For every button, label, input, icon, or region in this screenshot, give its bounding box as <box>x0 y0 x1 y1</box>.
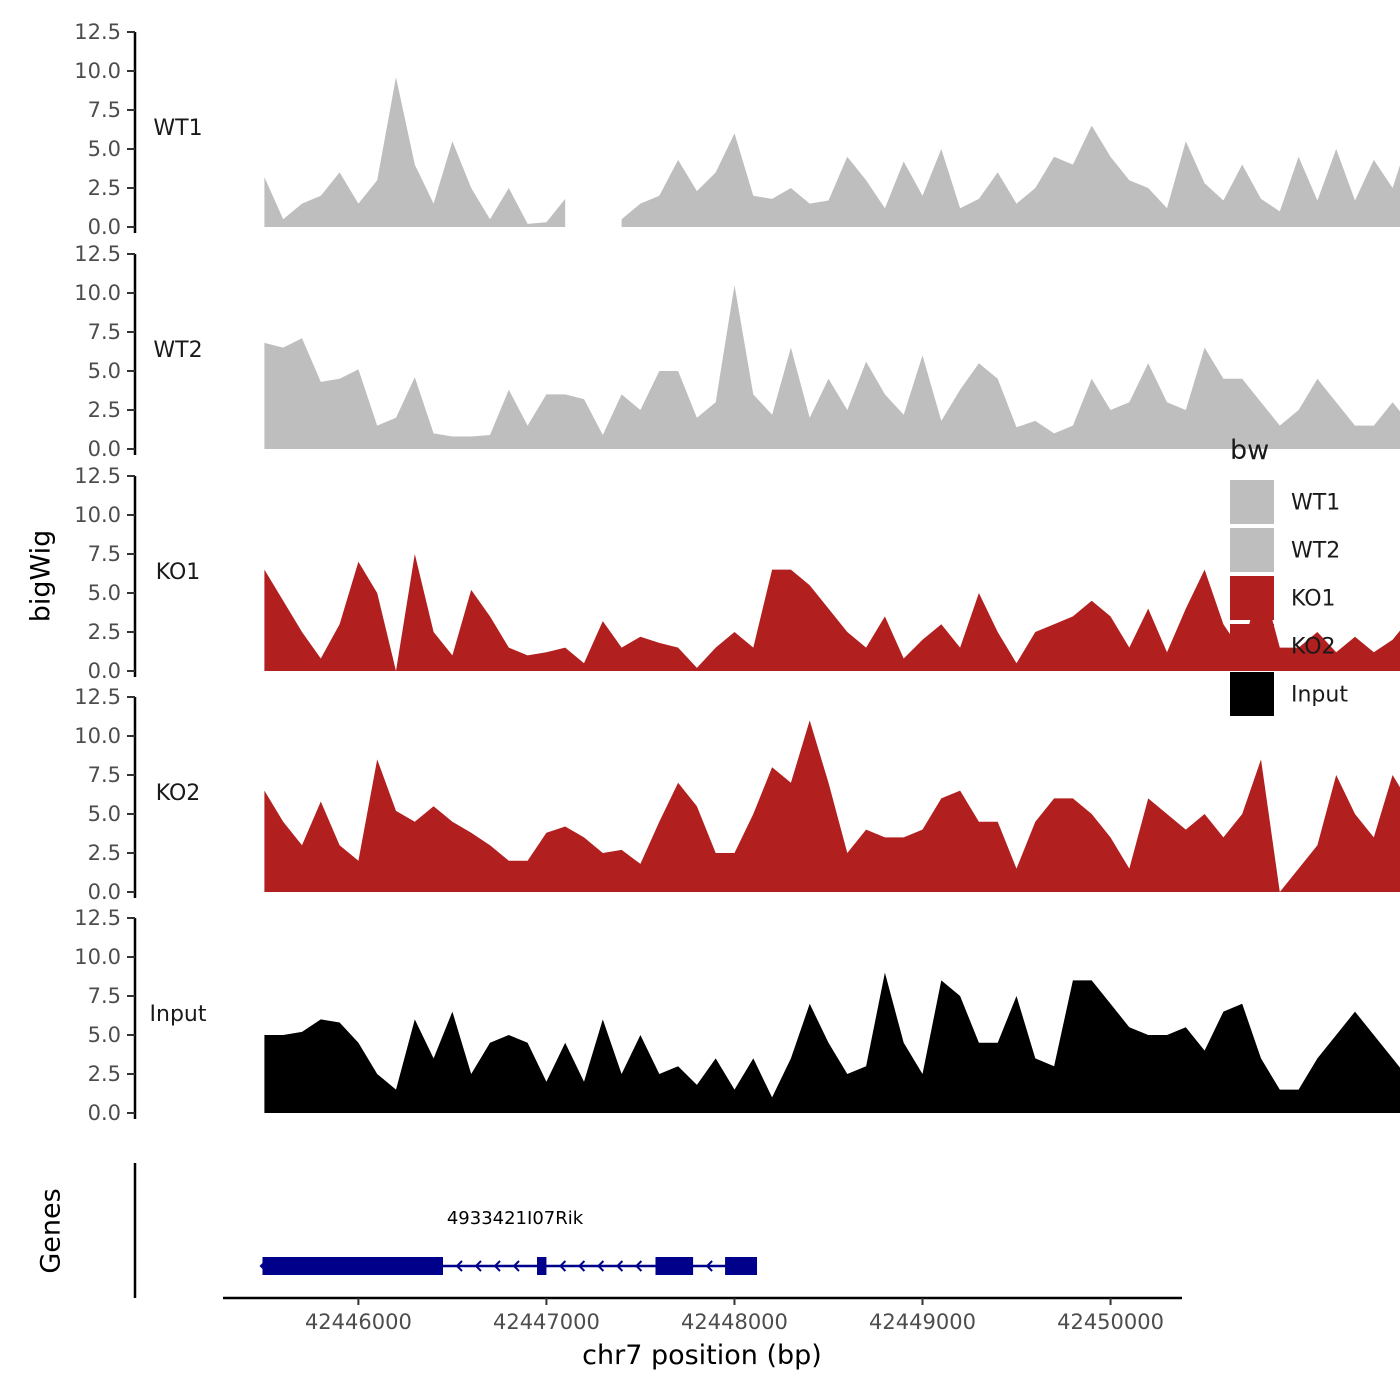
y-tick-label-ko1: 0.0 <box>88 659 121 683</box>
y-tick-label-ko2: 7.5 <box>88 763 121 787</box>
x-axis: 42446000 42447000 42448000 42449000 42450000… <box>223 1296 1182 1371</box>
track-ko2: 0.0 2.5 5.0 7.5 10.0 12.5 KO2 <box>74 685 1400 904</box>
x-tick-label: 42450000 <box>1057 1310 1164 1334</box>
legend-label-wt2: WT2 <box>1291 539 1340 564</box>
strand-arrow <box>559 1260 567 1272</box>
x-tick-label: 42448000 <box>681 1310 788 1334</box>
track-wt2: 0.0 2.5 5.0 7.5 10.0 12.5 WT2 <box>74 242 1400 461</box>
track-input: 0.0 2.5 5.0 7.5 10.0 12.5 Input <box>74 906 1400 1125</box>
legend-key-ko1 <box>1230 576 1274 620</box>
area-ko2-segment-1 <box>264 720 1400 892</box>
x-axis-title: chr7 position (bp) <box>582 1340 822 1371</box>
x-tick-label: 42446000 <box>305 1310 412 1334</box>
y-tick-label-ko1: 5.0 <box>88 581 121 605</box>
y-tick-label-wt1: 0.0 <box>88 215 121 239</box>
area-wt1-segment-2 <box>621 125 1400 227</box>
strand-arrow <box>616 1260 624 1272</box>
y-tick-label-input: 12.5 <box>74 906 121 930</box>
y-tick-label-wt2: 2.5 <box>88 398 121 422</box>
track-label-wt1: WT1 <box>153 116 202 141</box>
legend-key-wt2 <box>1230 528 1274 572</box>
gene-exon <box>262 1257 444 1275</box>
legend-key-ko2 <box>1230 624 1274 668</box>
gene-exon <box>655 1257 694 1275</box>
y-tick-label-ko2: 10.0 <box>74 724 121 748</box>
legend-key-input <box>1230 672 1274 716</box>
y-tick-label-wt1: 5.0 <box>88 137 121 161</box>
legend-label-input: Input <box>1291 683 1348 708</box>
gene-start-arrow <box>259 1260 266 1272</box>
area-wt1-segment-1 <box>264 77 566 227</box>
y-tick-label-input: 5.0 <box>88 1023 121 1047</box>
x-tick-label: 42449000 <box>869 1310 976 1334</box>
y-tick-label-ko2: 0.0 <box>88 880 121 904</box>
y-tick-label-wt2: 0.0 <box>88 437 121 461</box>
strand-arrow <box>474 1260 482 1272</box>
strand-arrow <box>635 1260 643 1272</box>
area-wt2-segment-1 <box>264 285 1400 449</box>
gene-exon <box>725 1257 758 1275</box>
strand-arrow <box>493 1260 501 1272</box>
y-tick-label-wt2: 7.5 <box>88 320 121 344</box>
y-tick-label-input: 10.0 <box>74 945 121 969</box>
track-label-ko2: KO2 <box>156 781 201 806</box>
legend-key-wt1 <box>1230 480 1274 524</box>
strand-arrow <box>578 1260 586 1272</box>
strand-arrow <box>597 1260 605 1272</box>
y-tick-label-wt1: 2.5 <box>88 176 121 200</box>
area-input-segment-1 <box>264 972 1400 1113</box>
genes-panel: Genes 4933421I07Rik <box>36 1163 758 1298</box>
signal-tracks: 0.0 2.5 5.0 7.5 10.0 12.5 WT1 0.0 2.5 5.0 7.5 10.0 1… <box>74 20 1400 1125</box>
genes-axis-title: Genes <box>36 1188 67 1273</box>
y-tick-label-ko1: 2.5 <box>88 620 121 644</box>
strand-arrow <box>455 1260 463 1272</box>
track-label-wt2: WT2 <box>153 338 202 363</box>
y-tick-label-wt2: 10.0 <box>74 281 121 305</box>
legend: bw WT1 WT2 KO1 KO2 Input <box>1230 435 1348 716</box>
legend-label-ko2: KO2 <box>1291 635 1336 660</box>
y-tick-label-ko2: 2.5 <box>88 841 121 865</box>
y-tick-label-ko2: 12.5 <box>74 685 121 709</box>
gene-model <box>259 1257 758 1275</box>
track-label-ko1: KO1 <box>156 560 201 585</box>
y-tick-label-input: 2.5 <box>88 1062 121 1086</box>
strand-arrow <box>705 1260 713 1272</box>
y-axis-title: bigWig <box>26 530 57 623</box>
y-tick-label-wt1: 10.0 <box>74 59 121 83</box>
y-tick-label-wt1: 7.5 <box>88 98 121 122</box>
y-tick-label-ko1: 12.5 <box>74 464 121 488</box>
y-tick-label-ko1: 7.5 <box>88 542 121 566</box>
legend-label-ko1: KO1 <box>1291 587 1336 612</box>
strand-arrow <box>512 1260 520 1272</box>
legend-label-wt1: WT1 <box>1291 491 1340 516</box>
gene-label: 4933421I07Rik <box>447 1208 584 1229</box>
area-ko1-segment-1 <box>264 554 1400 671</box>
track-wt1: 0.0 2.5 5.0 7.5 10.0 12.5 WT1 <box>74 20 1400 239</box>
track-label-input: Input <box>150 1002 207 1027</box>
y-tick-label-wt2: 5.0 <box>88 359 121 383</box>
y-tick-label-ko2: 5.0 <box>88 802 121 826</box>
y-tick-label-input: 7.5 <box>88 984 121 1008</box>
x-tick-label: 42447000 <box>493 1310 600 1334</box>
y-tick-label-ko1: 10.0 <box>74 503 121 527</box>
y-tick-label-input: 0.0 <box>88 1101 121 1125</box>
y-tick-label-wt2: 12.5 <box>74 242 121 266</box>
legend-title: bw <box>1230 435 1269 466</box>
gene-exon <box>537 1257 547 1275</box>
track-ko1: 0.0 2.5 5.0 7.5 10.0 12.5 KO1 <box>74 464 1400 683</box>
y-tick-label-wt1: 12.5 <box>74 20 121 44</box>
